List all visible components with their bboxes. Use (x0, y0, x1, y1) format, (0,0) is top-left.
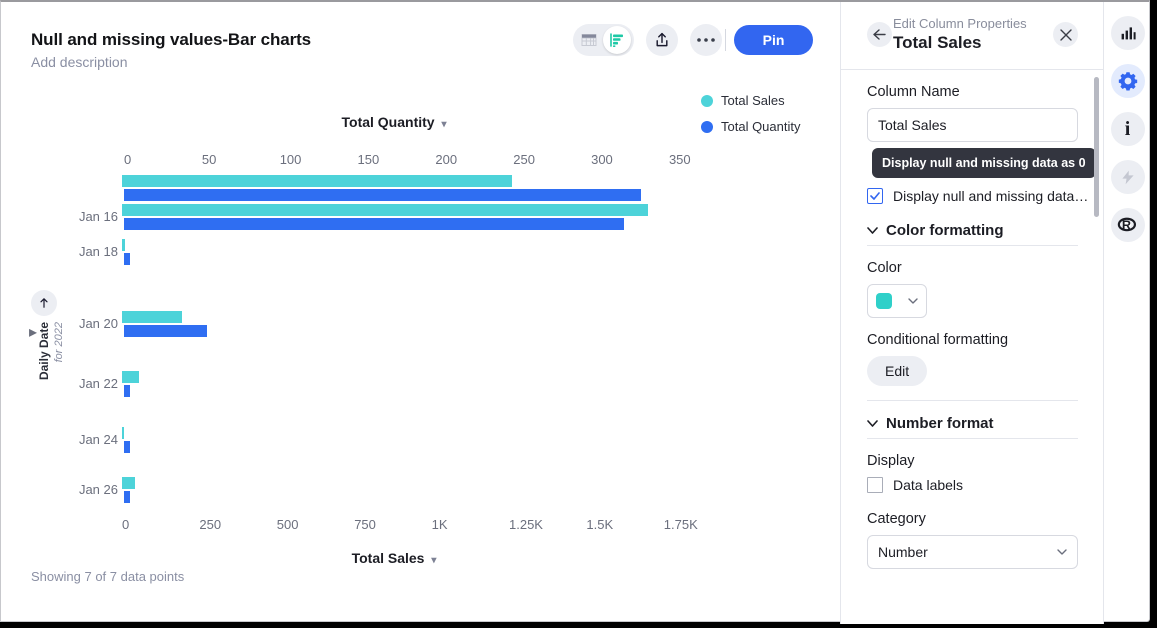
svg-text:R: R (1121, 218, 1130, 232)
